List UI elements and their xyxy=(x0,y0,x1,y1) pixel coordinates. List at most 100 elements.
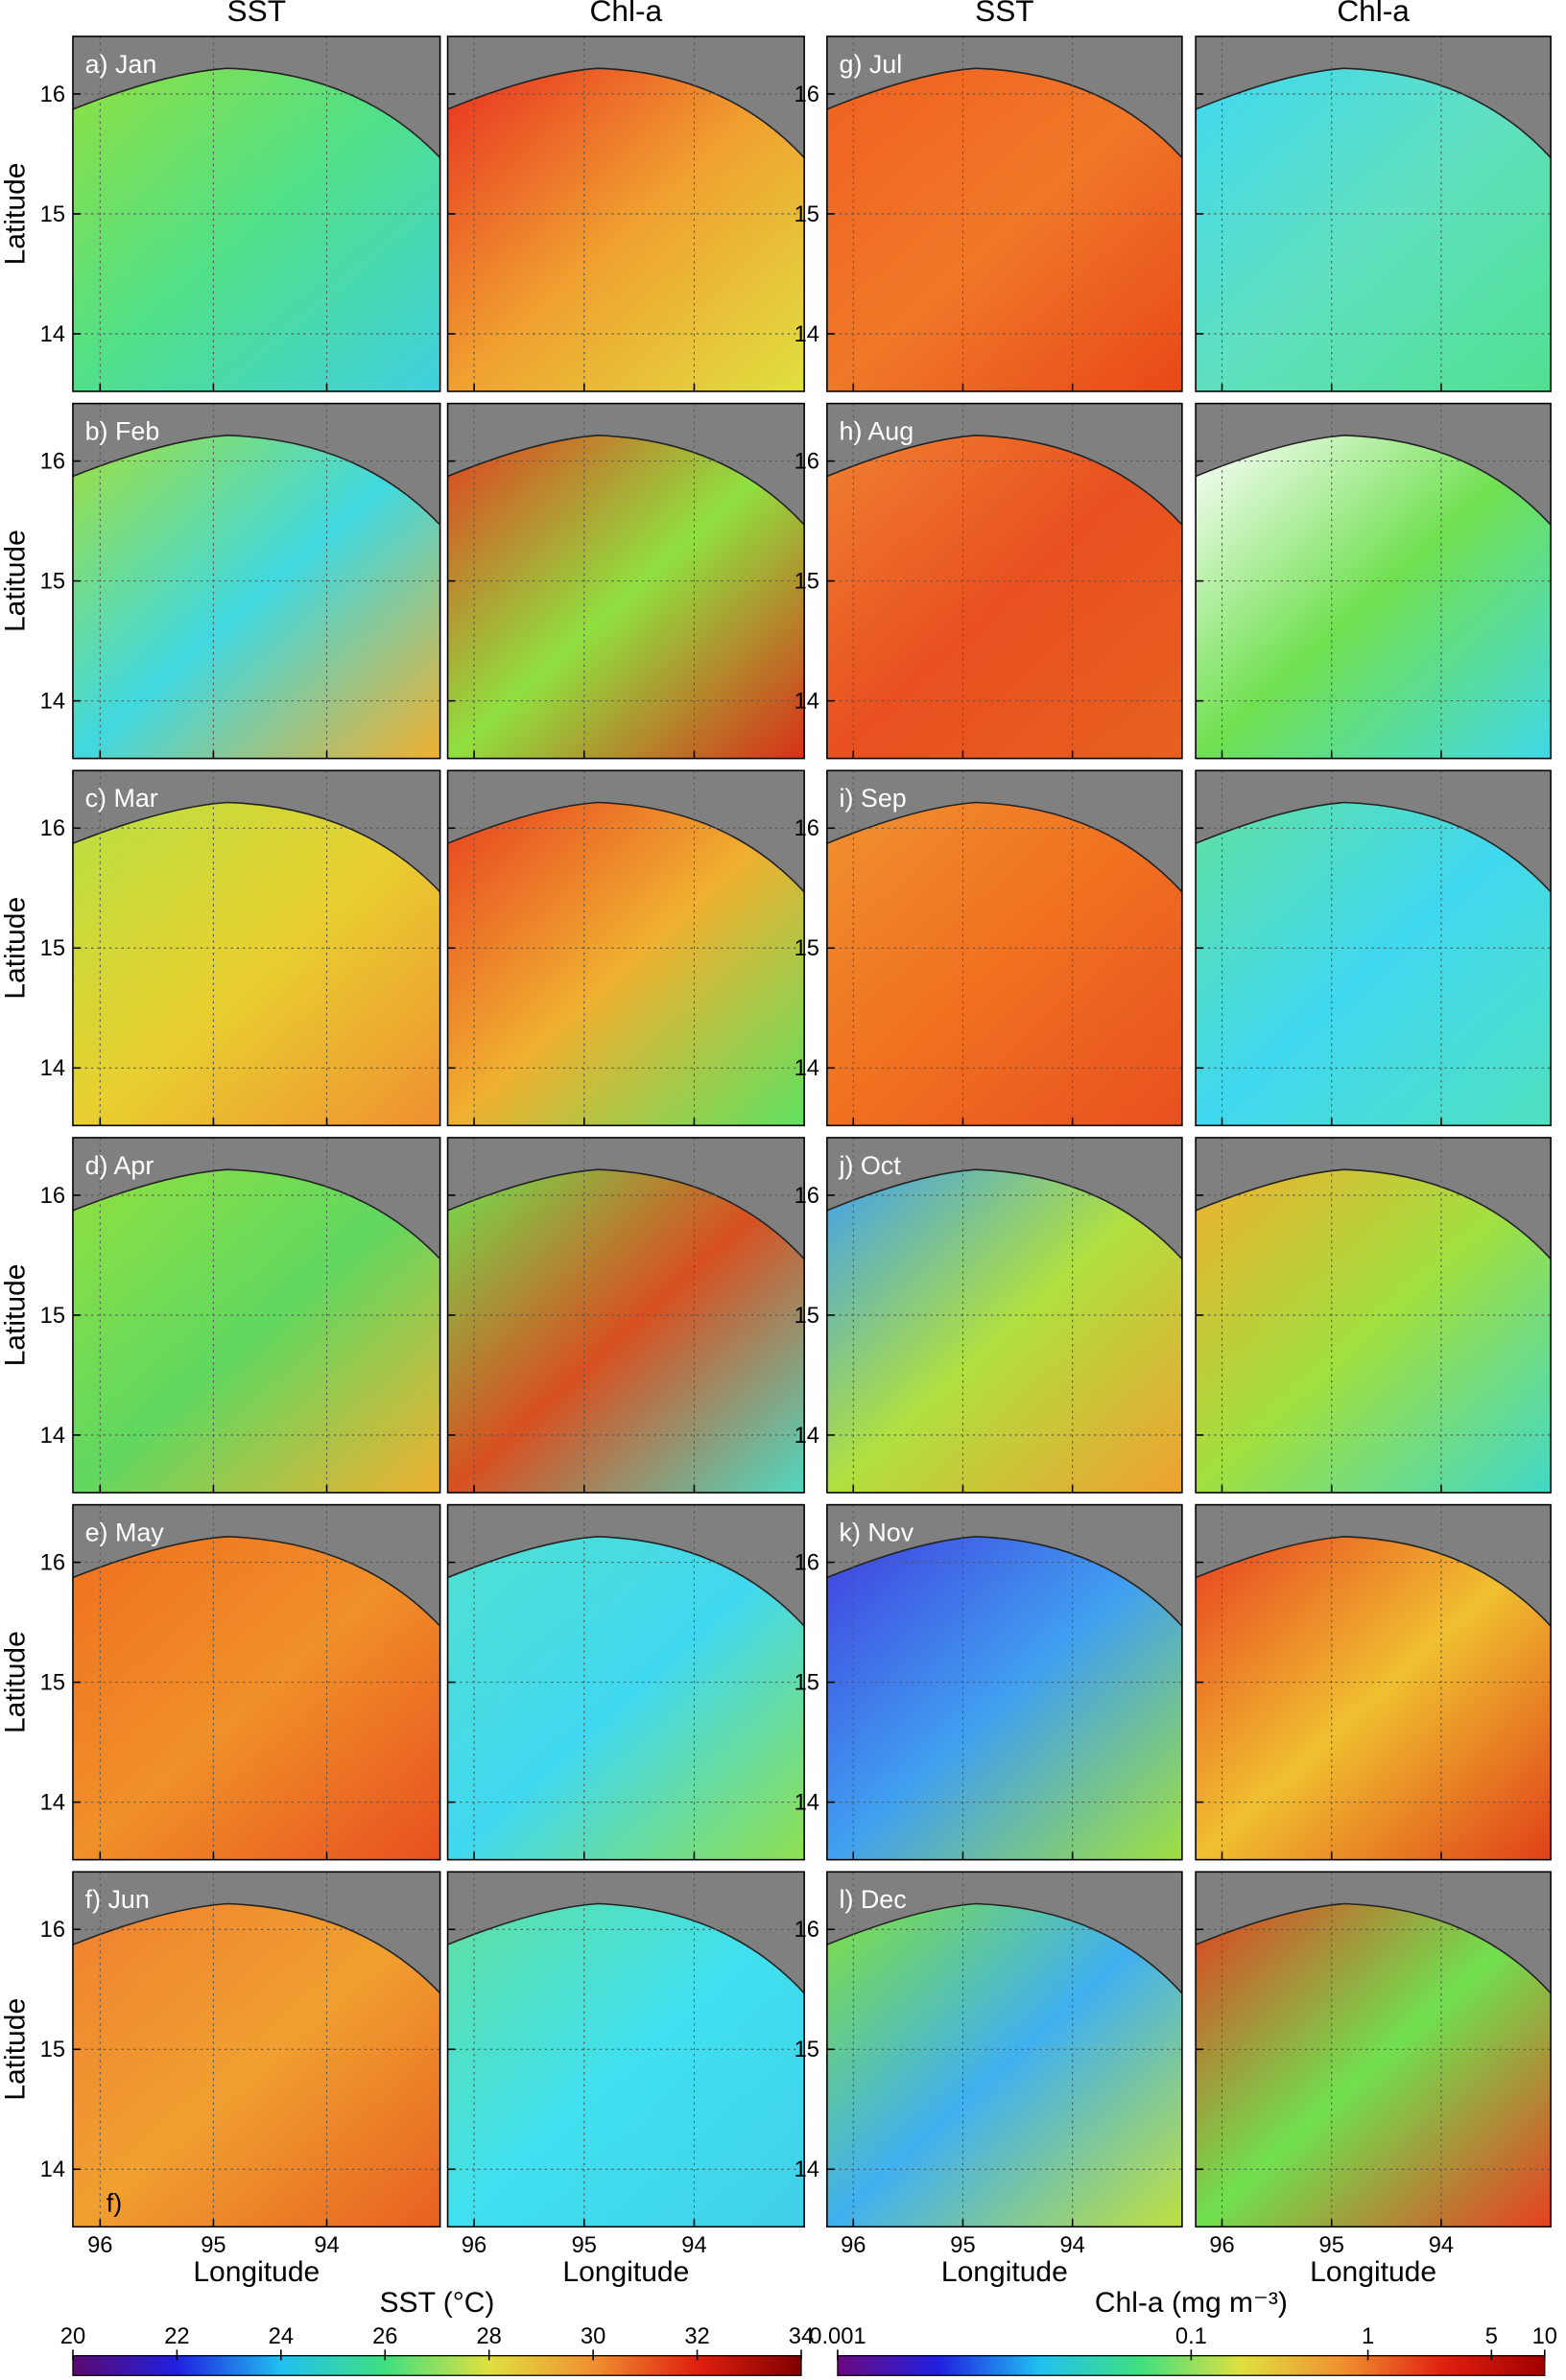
panel-label: d) Apr xyxy=(85,1151,154,1180)
panel-frame xyxy=(446,1871,805,2228)
ocean-field xyxy=(826,68,1182,391)
coastline xyxy=(826,1168,1183,1260)
colorbar-tick-label: 26 xyxy=(372,2324,397,2349)
lon-tick-label: 95 xyxy=(201,2233,225,2258)
ocean-field xyxy=(447,1903,805,2227)
lat-tick-label: 14 xyxy=(40,2157,65,2182)
ocean-field xyxy=(72,68,440,391)
lat-tick-label: 16 xyxy=(795,1551,819,1576)
x-axis-label: Longitude xyxy=(941,2256,1068,2288)
ocean-field xyxy=(72,1536,440,1860)
panel-label: l) Dec xyxy=(840,1885,907,1914)
panel-frame xyxy=(1195,1871,1552,2228)
ocean-field xyxy=(826,802,1182,1126)
ocean-field xyxy=(826,435,1182,759)
coastline xyxy=(72,1168,441,1260)
colorbar-tick-label: 34 xyxy=(789,2324,814,2349)
lat-tick-label: 14 xyxy=(795,1791,819,1816)
ocean-field xyxy=(447,68,805,391)
panel-label: c) Mar xyxy=(85,784,158,813)
panel-frame xyxy=(826,1137,1183,1494)
panel-label: j) Oct xyxy=(839,1151,902,1180)
lat-tick-label: 15 xyxy=(40,2038,65,2062)
panel-frame xyxy=(826,1503,1183,1861)
lat-tick-label: 14 xyxy=(795,690,819,715)
lat-tick-label: 15 xyxy=(795,936,819,961)
coastline xyxy=(447,1902,805,1994)
ocean-field xyxy=(1196,435,1552,759)
lat-tick-label: 15 xyxy=(40,570,65,595)
panel-label: g) Jul xyxy=(840,50,903,79)
lat-tick-label: 16 xyxy=(795,1918,819,1943)
panel-frame xyxy=(1195,769,1552,1127)
panel-frame xyxy=(72,769,441,1127)
panel-frame xyxy=(1195,1503,1552,1861)
ocean-field xyxy=(826,1169,1182,1493)
lat-tick-label: 15 xyxy=(795,202,819,227)
ocean-field xyxy=(826,1536,1182,1860)
colorbar-title: Chl-a (mg m⁻³) xyxy=(1095,2287,1288,2319)
lat-tick-label: 14 xyxy=(795,322,819,347)
lat-tick-label: 15 xyxy=(795,1671,819,1696)
lat-tick-label: 16 xyxy=(795,1184,819,1209)
lon-tick-label: 94 xyxy=(1429,2233,1454,2258)
panel-frame xyxy=(1195,1137,1552,1494)
panel-frame xyxy=(446,402,805,760)
lon-tick-label: 96 xyxy=(1209,2233,1234,2258)
panel-frame xyxy=(826,769,1183,1127)
lon-tick-label: 94 xyxy=(314,2233,339,2258)
lat-tick-label: 15 xyxy=(40,1671,65,1696)
lon-tick-label: 96 xyxy=(841,2233,866,2258)
lat-tick-label: 14 xyxy=(40,1791,65,1816)
coastline xyxy=(447,67,805,158)
ocean-field xyxy=(1196,1536,1552,1860)
coastline xyxy=(447,801,805,893)
y-axis-label: Latitude xyxy=(0,1631,31,1733)
column-header: SST xyxy=(227,0,286,28)
colorbar-tick-label: 10 xyxy=(1532,2324,1557,2349)
lat-tick-label: 14 xyxy=(40,1424,65,1449)
x-axis-label: Longitude xyxy=(193,2256,320,2288)
lat-tick-label: 15 xyxy=(40,936,65,961)
column-header: SST xyxy=(975,0,1033,28)
lat-tick-label: 16 xyxy=(40,82,65,107)
lon-tick-label: 96 xyxy=(462,2233,486,2258)
ocean-field xyxy=(1196,802,1552,1126)
colorbar-tick-label: 0.1 xyxy=(1175,2324,1207,2349)
lat-tick-label: 15 xyxy=(40,1304,65,1329)
coastline xyxy=(1195,801,1552,893)
coastline xyxy=(826,1536,1183,1627)
y-axis-label: Latitude xyxy=(0,1264,31,1367)
panel-frame xyxy=(446,1137,805,1494)
panel-frame xyxy=(1195,35,1552,392)
lat-tick-label: 14 xyxy=(40,1056,65,1081)
lat-tick-label: 15 xyxy=(40,202,65,227)
panel-frame xyxy=(826,35,1183,392)
ocean-field xyxy=(447,802,805,1126)
ocean-field xyxy=(1196,1169,1552,1493)
coastline xyxy=(826,67,1183,158)
lat-tick-label: 16 xyxy=(40,1551,65,1576)
ocean-field xyxy=(447,1169,805,1493)
coastline xyxy=(1195,1536,1552,1627)
coastline xyxy=(1195,1902,1552,1994)
panel-label: h) Aug xyxy=(840,417,914,446)
panel-frame xyxy=(826,402,1183,760)
ocean-field xyxy=(1196,1903,1552,2227)
panel-note: f) xyxy=(107,2188,122,2217)
ocean-field xyxy=(72,1169,440,1493)
lat-tick-label: 14 xyxy=(40,322,65,347)
panel-label: i) Sep xyxy=(840,784,907,813)
y-axis-label: Latitude xyxy=(0,163,31,266)
coastline xyxy=(826,1902,1183,1994)
ocean-field xyxy=(72,1903,440,2227)
colorbar-tick-label: 24 xyxy=(269,2324,294,2349)
lat-tick-label: 16 xyxy=(40,450,65,475)
coastline xyxy=(447,435,805,526)
panel-frame xyxy=(446,1503,805,1861)
column-header: Chl-a xyxy=(590,0,663,28)
lat-tick-label: 15 xyxy=(795,1304,819,1329)
x-axis-label: Longitude xyxy=(562,2256,689,2288)
ocean-field xyxy=(72,802,440,1126)
